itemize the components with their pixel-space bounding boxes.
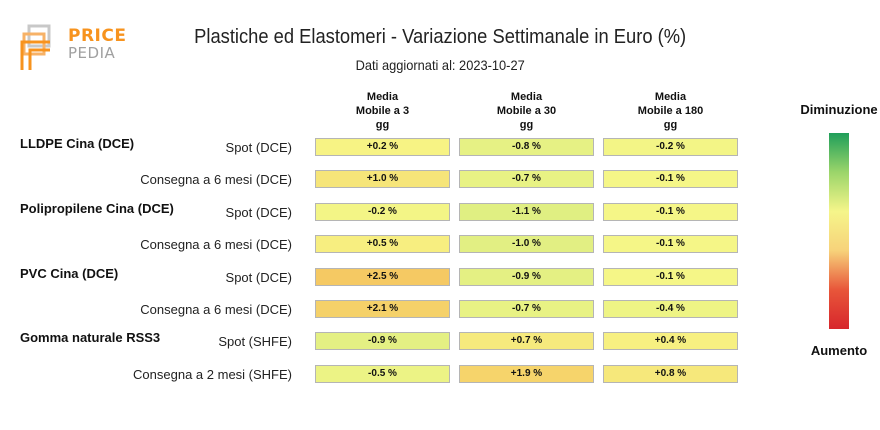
legend-top-label: Diminuzione: [800, 102, 878, 117]
heatmap-cell: +1.0 %: [315, 170, 450, 189]
heatmap-cell: -0.2 %: [603, 138, 738, 156]
heatmap-cell: +0.5 %: [315, 235, 450, 254]
column-header: Media Mobile a 30 gg: [459, 90, 594, 132]
row-label: Spot (DCE): [225, 204, 292, 220]
heatmap-cell: -0.1 %: [603, 170, 738, 189]
column-header: Media Mobile a 180 gg: [603, 90, 738, 132]
row-label: Consegna a 6 mesi (DCE): [140, 302, 292, 317]
heatmap-cell: -1.0 %: [459, 235, 594, 254]
group-label: Polipropilene Cina (DCE): [20, 200, 174, 216]
column-header-line: gg: [663, 119, 678, 131]
column-header-line: Media: [366, 91, 399, 103]
heatmap-cell: -0.4 %: [603, 300, 738, 318]
row-label: Consegna a 6 mesi (DCE): [140, 237, 292, 253]
heatmap-cell: -0.1 %: [603, 202, 738, 221]
heatmap-cell: -0.2 %: [315, 202, 450, 221]
chart-subtitle: Dati aggiornati al: 2023-10-27: [355, 57, 525, 73]
column-header-line: Mobile a 180: [637, 105, 704, 117]
row-label: Spot (SHFE): [218, 334, 292, 350]
heatmap-cell: +0.2 %: [315, 138, 450, 156]
heatmap-cell: -0.9 %: [315, 332, 450, 351]
heatmap-cell: +0.7 %: [459, 332, 594, 351]
heatmap-cell: -0.1 %: [603, 235, 738, 254]
logo-mark-icon: [20, 24, 51, 70]
heatmap-cell: +2.1 %: [315, 300, 450, 318]
color-scale-bar: [829, 133, 849, 329]
column-header: Media Mobile a 3 gg: [315, 90, 450, 132]
pricepedia-logo: PRICE PEDIA: [20, 24, 130, 74]
heatmap-cell: +0.4 %: [603, 332, 738, 351]
row-label: Spot (DCE): [225, 140, 292, 155]
heatmap-cell: -0.9 %: [459, 267, 594, 286]
heatmap-cell: -1.1 %: [459, 202, 594, 221]
heatmap-cell: -0.1 %: [603, 267, 738, 286]
row-label: Spot (DCE): [225, 269, 292, 285]
logo-text-pedia: PEDIA: [68, 44, 116, 62]
heatmap-cell: +2.5 %: [315, 267, 450, 286]
row-label: Consegna a 6 mesi (DCE): [140, 172, 292, 188]
heatmap-cell: -0.7 %: [459, 300, 594, 318]
column-header-line: Media: [510, 91, 543, 103]
column-header-line: gg: [519, 119, 534, 131]
legend-bottom-label: Aumento: [810, 343, 868, 358]
group-label: Gomma naturale RSS3: [20, 330, 161, 346]
row-label: Consegna a 2 mesi (SHFE): [133, 366, 292, 382]
heatmap-cell: -0.5 %: [315, 364, 450, 383]
column-header-line: Mobile a 30: [496, 105, 557, 117]
column-header-line: gg: [375, 119, 390, 131]
group-label: PVC Cina (DCE): [20, 265, 119, 281]
group-label: LLDPE Cina (DCE): [20, 136, 135, 151]
chart-title: Plastiche ed Elastomeri - Variazione Set…: [194, 26, 687, 48]
column-header-line: Mobile a 3: [355, 105, 410, 117]
logo-text-price: PRICE: [68, 26, 127, 46]
heatmap-cell: -0.7 %: [459, 170, 594, 189]
heatmap-cell: -0.8 %: [459, 138, 594, 156]
column-header-line: Media: [654, 91, 687, 103]
heatmap-cell: +0.8 %: [603, 364, 738, 383]
heatmap-cell: +1.9 %: [459, 364, 594, 383]
